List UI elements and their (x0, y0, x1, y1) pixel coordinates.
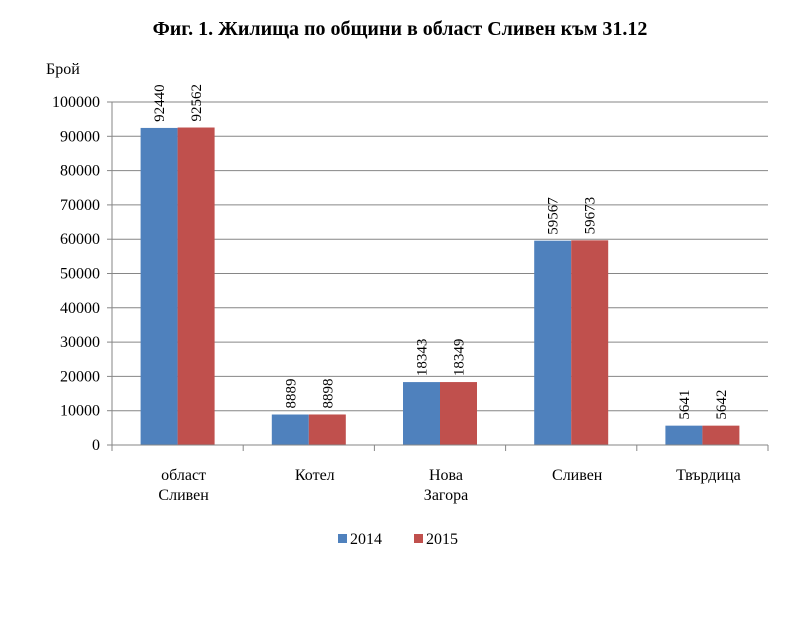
y-tick-label: 30000 (60, 334, 100, 351)
legend-swatch (338, 534, 347, 543)
data-label: 59567 (546, 197, 562, 235)
bar (308, 414, 346, 445)
bar (534, 240, 572, 445)
legend-swatch (414, 534, 423, 543)
bar (403, 382, 440, 445)
y-axis-label: Брой (46, 61, 80, 78)
data-label: 59673 (583, 197, 599, 235)
gridlines (112, 101, 768, 446)
data-label: 92562 (189, 84, 205, 122)
y-tick-label: 50000 (60, 266, 100, 283)
data-label: 8889 (283, 379, 299, 409)
bars (140, 127, 740, 446)
data-label: 8898 (320, 378, 336, 408)
legend: 2014 2015 (338, 531, 458, 548)
x-axis (111, 444, 769, 451)
bar (177, 127, 215, 446)
legend-label: 2014 (350, 531, 382, 548)
category-label: област Сливен (158, 467, 209, 504)
bar (571, 240, 609, 445)
y-tick-label: 80000 (60, 163, 100, 180)
category-labels: област Сливен Котел Нова Загора Сливен Твърдиц… (158, 467, 740, 504)
data-label: 18343 (415, 339, 431, 377)
value-labels: 92440 8889 18343 59567 5641 92562 8898 18349 596… (152, 84, 730, 420)
bar (440, 382, 477, 445)
data-label: 5642 (714, 390, 730, 420)
y-tick-label: 60000 (60, 231, 100, 248)
category-label: Нова Загора (424, 467, 468, 504)
y-tick-label: 40000 (60, 300, 100, 317)
y-tick-label: 90000 (60, 128, 100, 145)
y-tick-label: 0 (92, 437, 100, 454)
bar (140, 127, 178, 446)
y-tick-label: 10000 (60, 403, 100, 420)
data-label: 5641 (677, 390, 693, 420)
category-label: Сливен (552, 467, 603, 484)
y-tick-label: 100000 (52, 94, 100, 111)
data-label: 92440 (152, 84, 168, 122)
data-label: 18349 (452, 339, 468, 377)
y-tick-label: 20000 (60, 368, 100, 385)
bar (702, 425, 740, 445)
chart-title: Фиг. 1. Жилища по общини в област Сливен… (153, 18, 648, 40)
category-label: Твърдица (676, 467, 741, 484)
bar (271, 414, 309, 445)
category-label: Котел (295, 467, 335, 484)
legend-label: 2015 (426, 531, 458, 548)
y-tick-label: 70000 (60, 197, 100, 214)
bar (665, 425, 703, 445)
y-axis-ticks: 0 10000 20000 30000 40000 50000 60000 70000 8000… (52, 94, 113, 454)
